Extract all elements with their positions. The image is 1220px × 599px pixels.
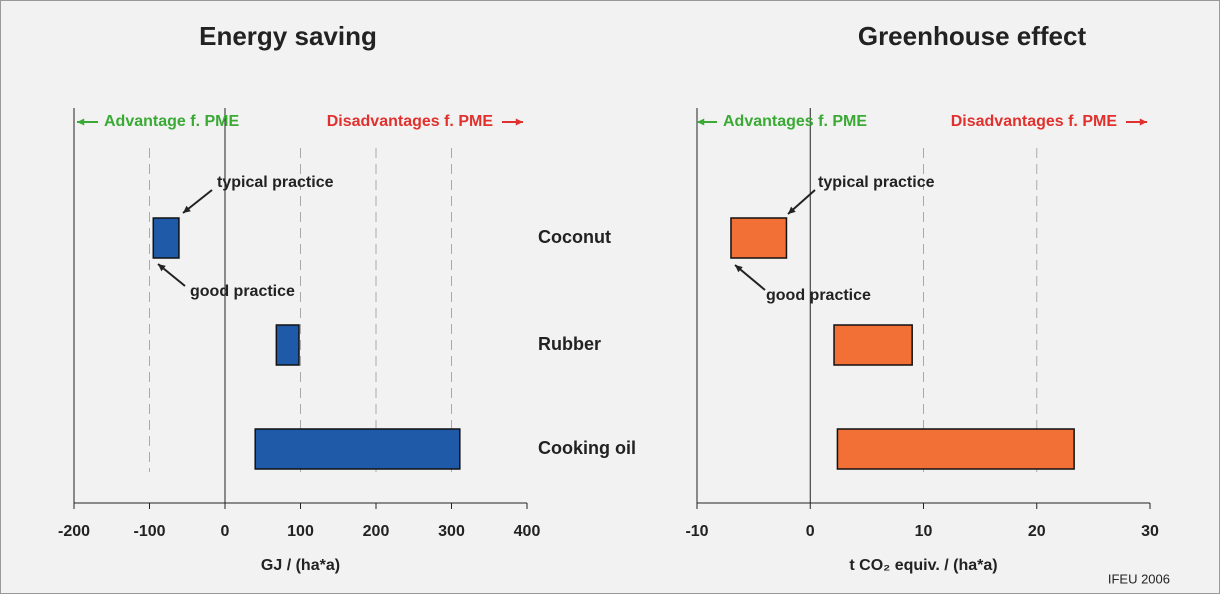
arrow-head (788, 206, 796, 214)
x-tick-label: -100 (133, 523, 165, 540)
x-tick-label: 0 (806, 523, 815, 540)
x-tick-label: 30 (1141, 523, 1159, 540)
x-tick-label: 10 (915, 523, 933, 540)
bar (152, 217, 180, 259)
annotation: Advantage f. PME (104, 113, 239, 130)
category-label: Rubber (538, 334, 601, 354)
chart-title: Energy saving (199, 21, 377, 51)
x-tick-label: 400 (514, 523, 541, 540)
bar (275, 324, 300, 366)
x-tick-label: -200 (58, 523, 90, 540)
arrow-head (77, 118, 85, 126)
category-label: Coconut (538, 227, 611, 247)
annotation: typical practice (217, 174, 334, 191)
bar (833, 324, 913, 366)
bar (836, 428, 1075, 470)
source: IFEU 2006 (1108, 571, 1170, 586)
bar (254, 428, 461, 470)
arrow-head (515, 118, 523, 126)
x-tick-label: 0 (221, 523, 230, 540)
x-tick-label: 200 (363, 523, 390, 540)
annotation: typical practice (818, 174, 935, 191)
x-tick-label: 100 (287, 523, 314, 540)
x-axis-label: GJ / (ha*a) (261, 557, 340, 574)
arrow-head (158, 264, 166, 272)
x-axis-label: t CO₂ equiv. / (ha*a) (849, 557, 997, 574)
annotation: good practice (190, 283, 295, 300)
x-tick-label: -10 (685, 523, 708, 540)
x-tick-label: 300 (438, 523, 465, 540)
annotation: good practice (766, 287, 871, 304)
bar (730, 217, 788, 259)
annotation: Advantages f. PME (723, 113, 867, 130)
annotation: Disadvantages f. PME (951, 113, 1118, 130)
category-label: Cooking oil (538, 438, 636, 458)
x-tick-label: 20 (1028, 523, 1046, 540)
arrow-head (1139, 118, 1147, 126)
arrow-head (735, 265, 743, 273)
arrow-head (183, 205, 191, 213)
annotation: Disadvantages f. PME (327, 113, 494, 130)
chart-title: Greenhouse effect (858, 21, 1087, 51)
arrow-head (697, 118, 705, 126)
